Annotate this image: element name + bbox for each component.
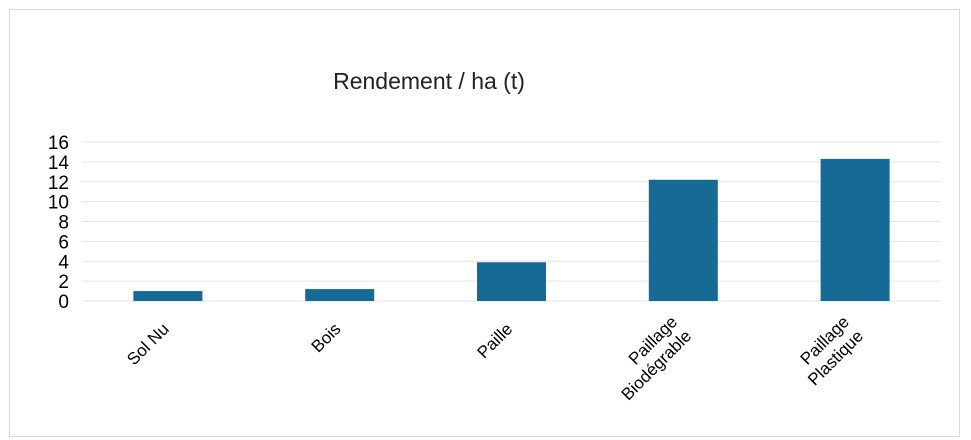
bar: [820, 158, 890, 301]
gridlines: [82, 141, 941, 302]
y-tick-label: 0: [58, 292, 69, 313]
y-tick-label: 4: [58, 252, 69, 273]
x-category-label-line: Sol Nu: [123, 319, 173, 369]
chart-title: Rendement / ha (t): [333, 68, 525, 94]
bar: [305, 289, 375, 301]
x-category-label-line: Bois: [308, 319, 345, 356]
y-tick-label: 12: [48, 173, 69, 194]
bar: [477, 262, 546, 301]
x-category-label-line: Paille: [473, 319, 516, 362]
x-axis-labels: Sol Nu Bois Paille PaillageBiodégrable Paill…: [123, 312, 867, 404]
bars: [133, 158, 890, 301]
y-tick-label: 2: [58, 272, 69, 293]
y-tick-label: 6: [58, 232, 69, 253]
x-category-label: Paille: [473, 319, 516, 362]
bar: [648, 179, 718, 301]
y-tick-label: 8: [58, 213, 69, 234]
y-tick-label: 10: [48, 193, 69, 214]
x-category-label: Bois: [308, 319, 345, 356]
x-category-label: PaillageBiodégrable: [603, 312, 695, 404]
chart-frame: [9, 9, 960, 437]
y-tick-label: 14: [48, 153, 70, 174]
x-category-label: Sol Nu: [123, 319, 173, 369]
bar: [133, 291, 203, 301]
x-category-label: PaillagePlastique: [790, 312, 867, 389]
y-tick-label: 16: [48, 133, 69, 154]
